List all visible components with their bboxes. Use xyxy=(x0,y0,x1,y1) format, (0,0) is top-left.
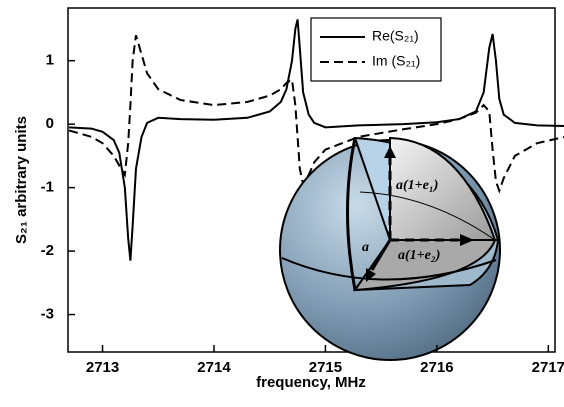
legend-box xyxy=(310,17,442,82)
y-tick-label: -3 xyxy=(41,306,54,323)
data-line xyxy=(68,35,564,194)
y-tick-label: 0 xyxy=(46,115,54,132)
x-tick-label: 2714 xyxy=(197,359,231,376)
x-tick-label: 2717 xyxy=(532,359,564,376)
data-line xyxy=(69,19,564,261)
y-axis-label: S₂₁ arbitrary units xyxy=(13,116,30,244)
y-tick-label: -1 xyxy=(41,179,54,196)
legend-label: Im (S₂₁) xyxy=(372,53,420,69)
annotation: a(1+e₁) xyxy=(396,178,438,193)
x-tick-label: 2715 xyxy=(309,359,342,376)
sphere-inset: a(1+e₁) a(1+e₂) a xyxy=(279,136,501,361)
x-tick-label: 2713 xyxy=(86,359,119,376)
y-tick-label: 1 xyxy=(46,52,54,69)
x-tick-label: 2716 xyxy=(420,359,453,376)
legend-label: Re(S₂₁) xyxy=(372,28,419,44)
plot-area xyxy=(68,19,564,261)
x-axis-label: frequency, MHz xyxy=(256,374,366,391)
plot-frame xyxy=(67,7,556,353)
annotation: a xyxy=(362,240,369,255)
y-tick-label: -2 xyxy=(41,242,54,259)
annotation: a(1+e₂) xyxy=(398,248,440,263)
